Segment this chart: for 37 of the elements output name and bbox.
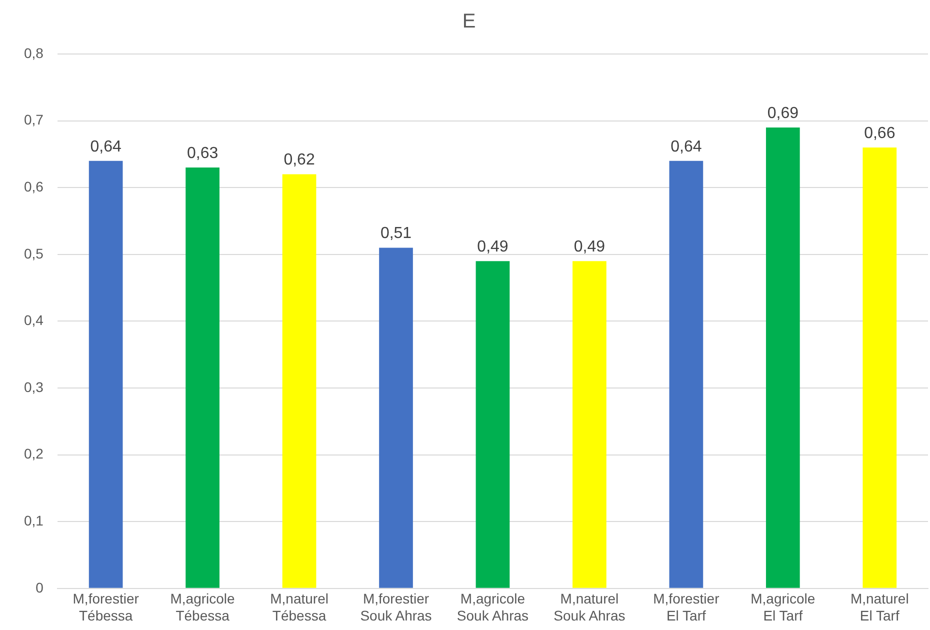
y-tick-label: 0,2 xyxy=(24,446,44,462)
data-label: 0,64 xyxy=(90,138,122,156)
x-tick-label: M,naturel Souk Ahras xyxy=(554,590,626,624)
bar xyxy=(282,174,316,588)
bar xyxy=(862,148,897,588)
y-tick-label: 0 xyxy=(36,579,44,596)
y-tick-label: 0,7 xyxy=(24,112,44,128)
y-tick-label: 0,8 xyxy=(24,44,44,61)
bar xyxy=(669,160,704,588)
data-label: 0,62 xyxy=(284,152,315,169)
x-tick-label: M,naturel El Tarf xyxy=(850,590,909,624)
bar xyxy=(766,127,800,588)
data-label: 0,51 xyxy=(380,225,412,242)
data-label: 0,49 xyxy=(477,238,508,256)
x-tick-label: M,agricole Souk Ahras xyxy=(456,590,529,624)
y-tick-label: 0,6 xyxy=(24,178,44,194)
x-tick-label: M,forestier Souk Ahras xyxy=(360,590,432,624)
x-tick-label: M,forestier El Tarf xyxy=(653,590,720,624)
bar xyxy=(572,261,606,588)
data-label: 0,63 xyxy=(186,144,218,162)
y-tick-label: 0,4 xyxy=(24,312,44,328)
x-tick-label: M,naturel Tébessa xyxy=(270,590,328,624)
y-tick-label: 0,5 xyxy=(24,245,44,262)
x-tick-label: M,forestier Tébessa xyxy=(72,590,140,624)
bar xyxy=(476,261,510,588)
bar xyxy=(88,160,123,588)
data-label: 0,66 xyxy=(864,124,896,142)
y-tick-label: 0,1 xyxy=(24,512,44,528)
chart-title: E xyxy=(462,10,476,33)
x-tick-label: M,agricole El Tarf xyxy=(750,590,816,624)
data-label: 0,49 xyxy=(574,238,606,256)
data-label: 0,69 xyxy=(767,104,799,122)
y-tick-label: 0,3 xyxy=(24,378,44,395)
data-label: 0,64 xyxy=(670,138,702,156)
x-tick-label: M,agricole Tébessa xyxy=(170,590,236,624)
bar xyxy=(186,168,220,588)
bar xyxy=(379,248,413,588)
